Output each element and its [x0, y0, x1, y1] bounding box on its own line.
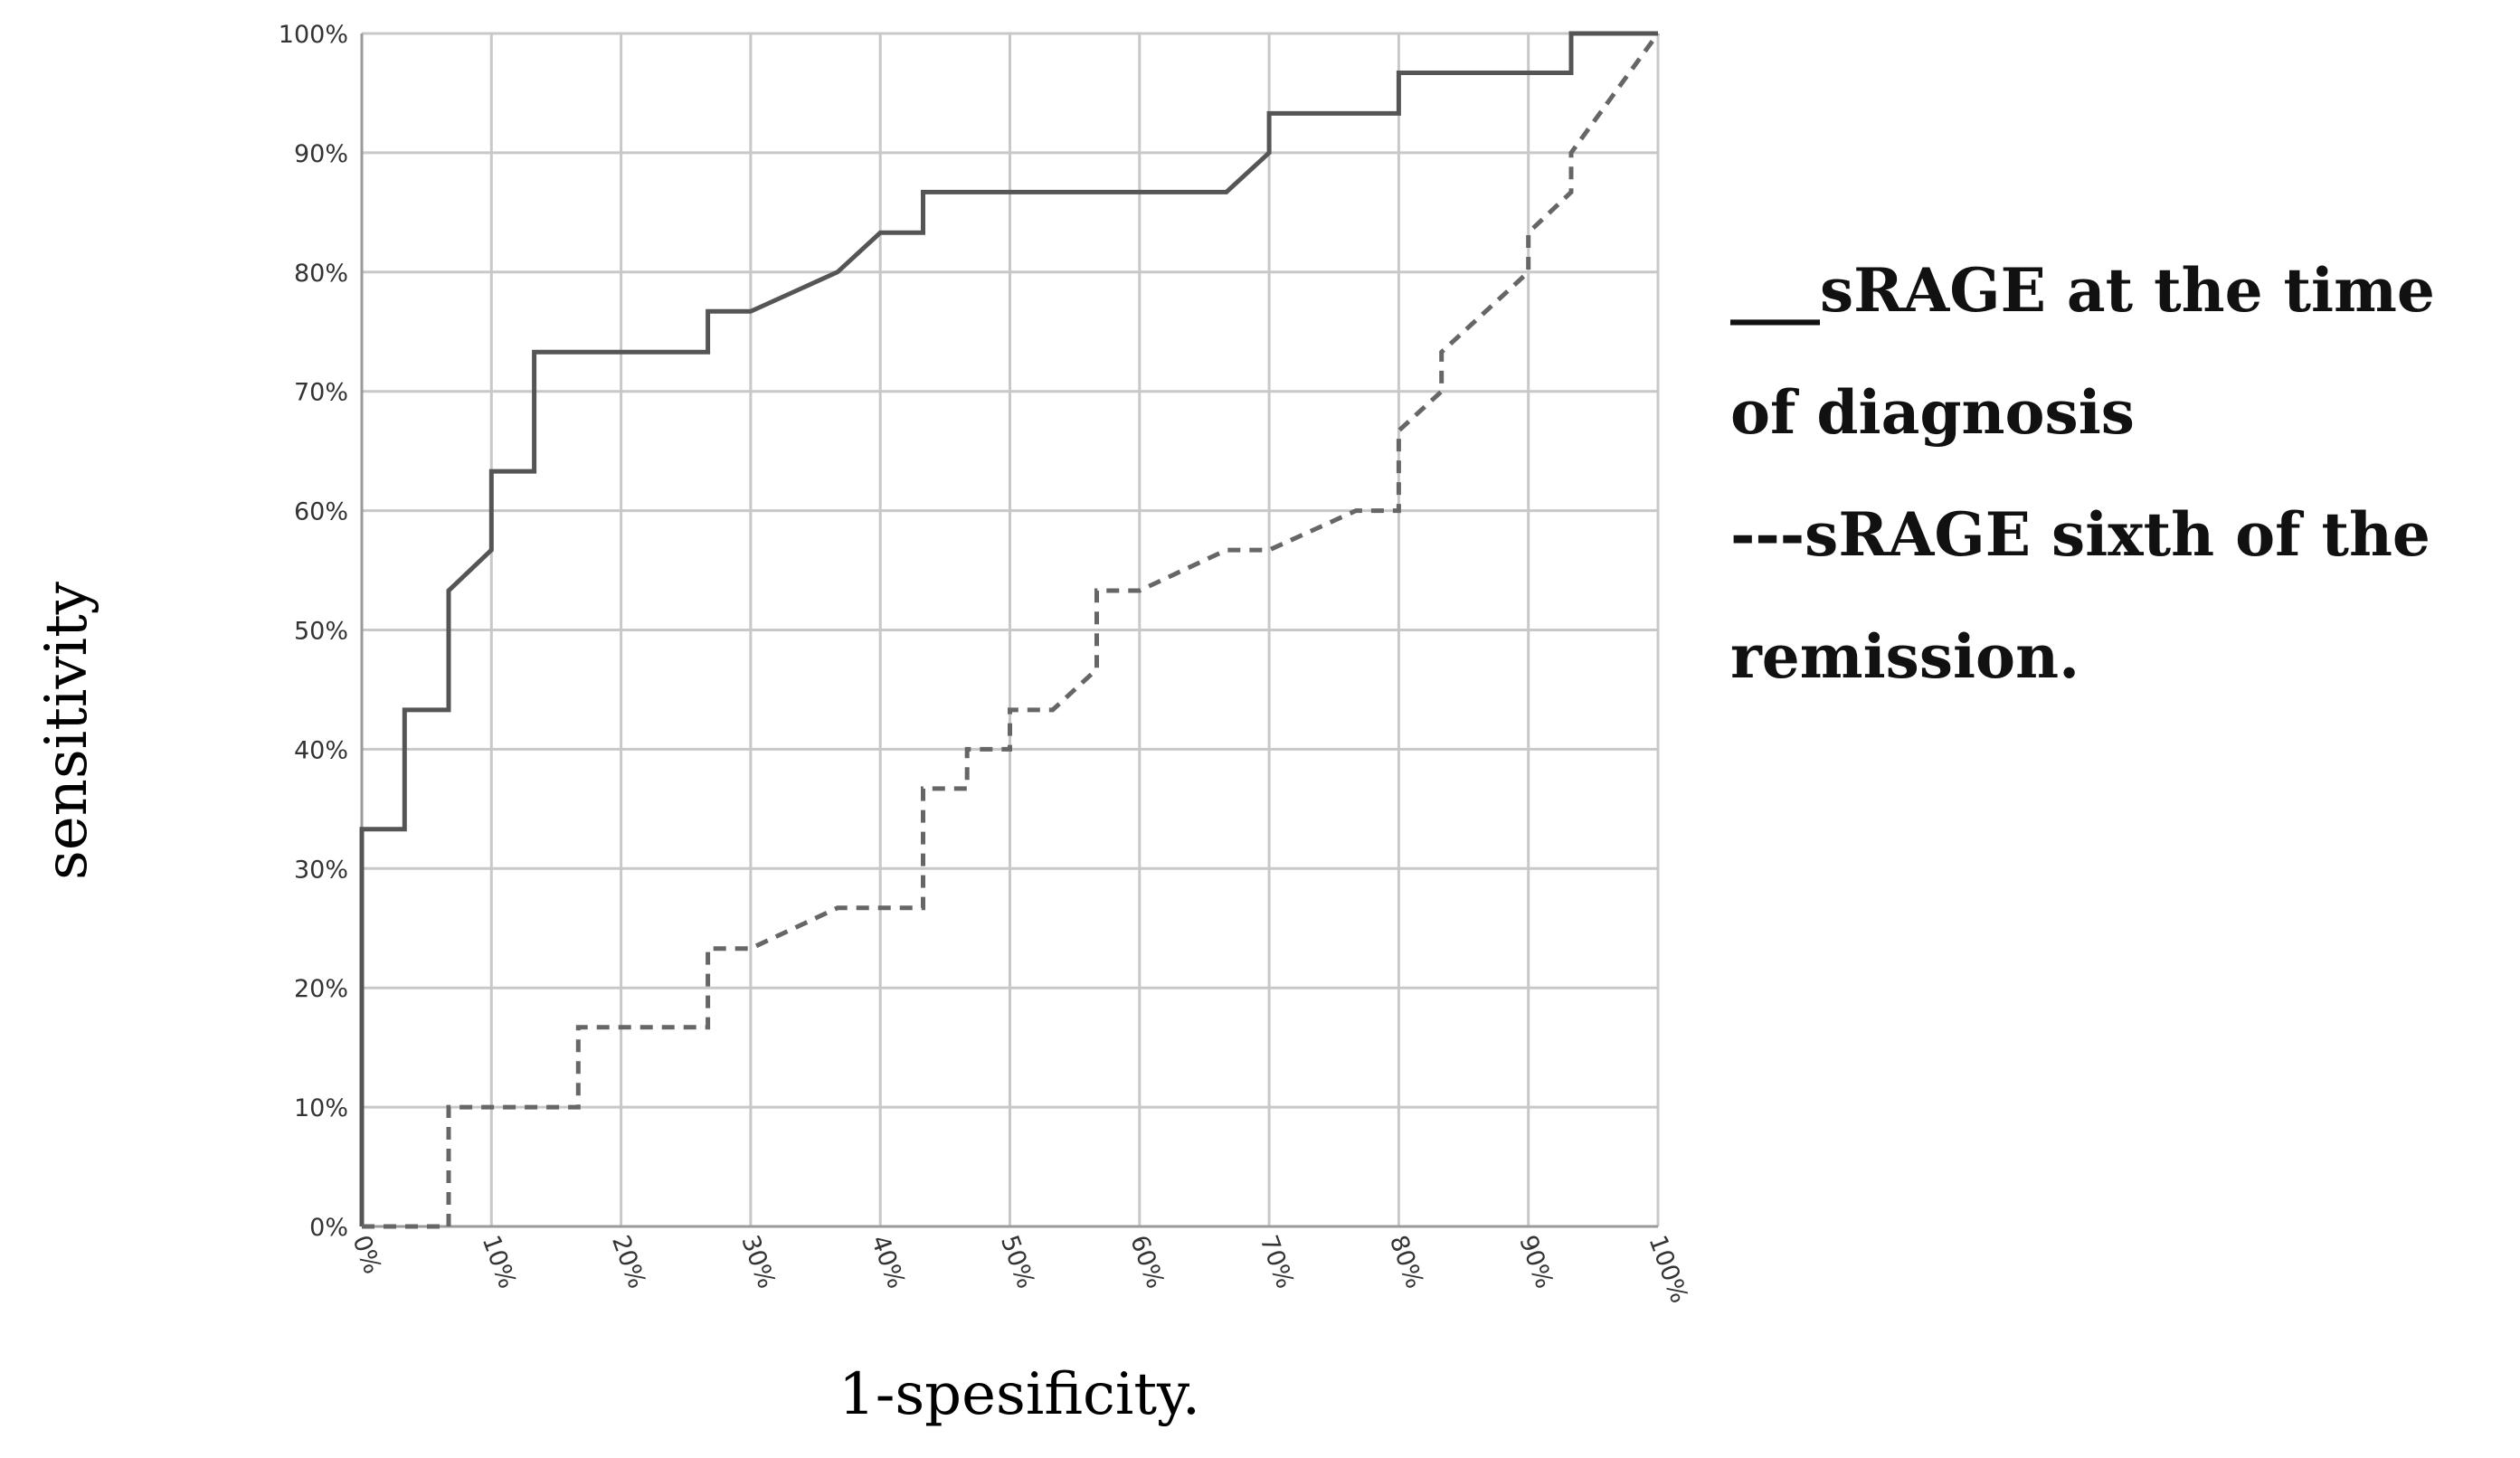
x-tick-label: 80%: [1384, 1232, 1429, 1292]
legend-line-2: of diagnosis: [1730, 377, 2135, 448]
x-tick-label: 20%: [606, 1232, 651, 1292]
y-tick-label: 60%: [294, 498, 348, 526]
y-tick-label: 50%: [294, 618, 348, 646]
x-tick-label: 90%: [1513, 1232, 1558, 1292]
x-tick-labels: 0% 10% 20% 30% 40% 50% 60% 70% 80% 90% 100%: [346, 1232, 1693, 1307]
x-tick-label: 60%: [1124, 1232, 1170, 1292]
x-tick-label: 40%: [866, 1232, 911, 1292]
y-tick-label: 0%: [309, 1214, 348, 1242]
y-axis-title: sensitivity: [33, 582, 100, 880]
y-tick-label: 40%: [294, 736, 348, 764]
x-tick-label: 70%: [1255, 1232, 1300, 1292]
x-tick-label: 30%: [735, 1232, 781, 1292]
roc-curve-dashed: [362, 32, 1661, 1229]
y-tick-label: 20%: [294, 975, 348, 1003]
roc-curve-solid: [359, 31, 1658, 1226]
series-group: [359, 31, 1661, 1229]
x-tick-label: 0%: [346, 1232, 386, 1278]
legend-line-3: ---sRAGE sixth of the: [1730, 499, 2430, 570]
y-tick-label: 90%: [294, 140, 348, 168]
legend-line-1: ___sRAGE at the time: [1730, 255, 2435, 326]
x-tick-label: 50%: [995, 1232, 1040, 1292]
y-tick-label: 70%: [294, 379, 348, 407]
x-tick-label: 10%: [477, 1232, 522, 1292]
legend-line-4: remission.: [1730, 621, 2080, 692]
y-tick-label: 80%: [294, 260, 348, 288]
y-tick-label: 30%: [294, 856, 348, 884]
x-tick-label: 100%: [1643, 1232, 1693, 1307]
y-tick-labels: 0% 10% 20% 30% 40% 50% 60% 70% 80% 90% 100%: [279, 21, 348, 1242]
grid: [360, 32, 1660, 1228]
y-tick-label: 100%: [279, 21, 348, 49]
y-tick-label: 10%: [294, 1094, 348, 1122]
x-axis-title: 1-spesificity.: [838, 1361, 1200, 1428]
